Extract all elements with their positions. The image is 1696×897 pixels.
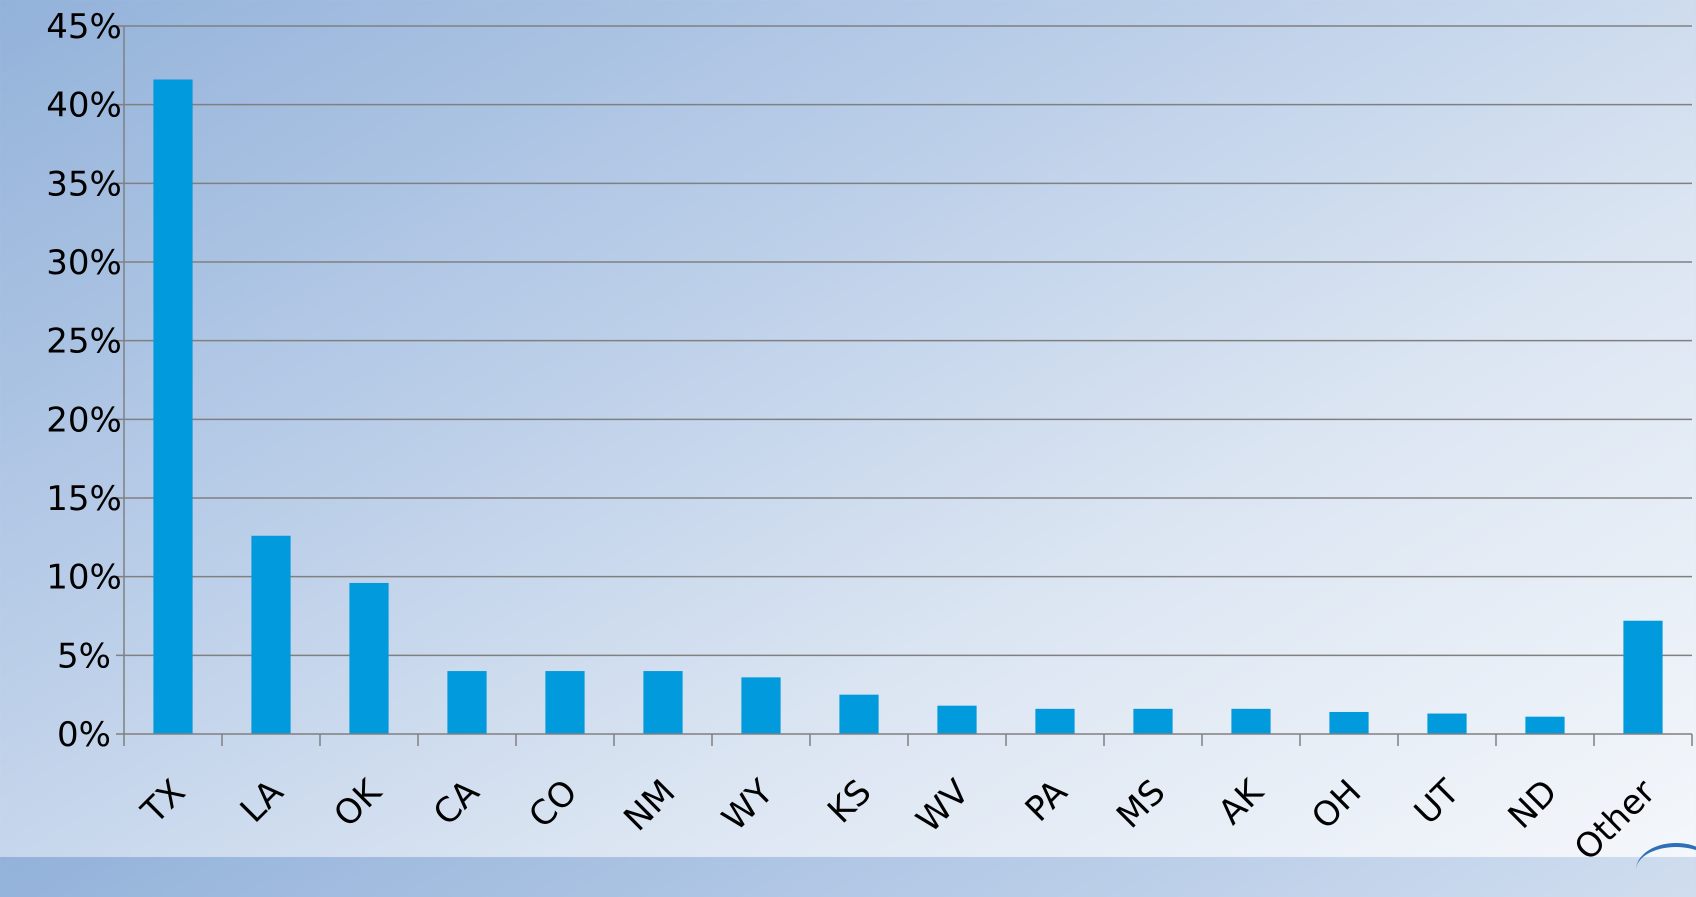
bar-ca xyxy=(447,671,486,734)
x-tick-label: MS xyxy=(1109,772,1173,836)
x-tick-label: PA xyxy=(1018,772,1076,830)
x-tick-label: TX xyxy=(133,772,193,832)
gridlines xyxy=(124,26,1692,655)
y-tick-label: 40% xyxy=(46,86,122,126)
x-tick-label: UT xyxy=(1407,772,1468,833)
x-tick-label: KS xyxy=(820,772,879,831)
x-tick-label: OH xyxy=(1304,772,1369,837)
bar-nd xyxy=(1525,717,1564,734)
bar-tx xyxy=(153,79,192,734)
y-tick-label: 5% xyxy=(57,636,111,676)
y-tick-label: 30% xyxy=(46,243,122,283)
y-tick-label: 15% xyxy=(46,479,122,519)
y-tick-label: 25% xyxy=(46,322,122,362)
bar-ut xyxy=(1427,714,1466,734)
x-tick-label: NM xyxy=(616,772,683,839)
x-tick-label: OK xyxy=(326,771,390,835)
bar-co xyxy=(545,671,584,734)
bar-chart: 0% 5% 10% 15% 20% 25% 30% 35% 40% 45% TX LA OK CA CO N… xyxy=(0,0,1696,857)
chart-area: 0% 5% 10% 15% 20% 25% 30% 35% 40% 45% TX LA OK CA CO N… xyxy=(0,0,1696,857)
y-tick-label: 20% xyxy=(46,400,122,440)
x-tick-label: CO xyxy=(521,772,585,836)
y-tick-labels: 0% 5% 10% 15% 20% 25% 30% 35% 40% 45% xyxy=(46,7,122,755)
bar-nm xyxy=(643,671,682,734)
x-tick-label: WY xyxy=(715,772,782,839)
x-tick-label: WV xyxy=(909,772,978,841)
y-tick-label: 45% xyxy=(46,7,122,47)
x-tick-label: LA xyxy=(233,772,292,831)
bar-wv xyxy=(937,706,976,734)
bar-wy xyxy=(741,677,780,734)
bar-oh xyxy=(1329,712,1368,734)
bars xyxy=(153,79,1662,734)
y-tick-label: 0% xyxy=(57,715,111,755)
x-tick-label: AK xyxy=(1211,771,1273,833)
x-tick-label: CA xyxy=(426,772,488,834)
x-tick-label: Other xyxy=(1567,772,1664,857)
x-tick-label: ND xyxy=(1501,772,1566,837)
bar-ak xyxy=(1231,709,1270,734)
bar-ms xyxy=(1133,709,1172,734)
bar-pa xyxy=(1035,709,1074,734)
bar-ok xyxy=(349,583,388,734)
y-tick-label: 35% xyxy=(46,164,122,204)
bar-other xyxy=(1623,621,1662,734)
y-tick-label: 10% xyxy=(46,558,122,598)
bar-ks xyxy=(839,695,878,734)
bar-la xyxy=(251,536,290,734)
